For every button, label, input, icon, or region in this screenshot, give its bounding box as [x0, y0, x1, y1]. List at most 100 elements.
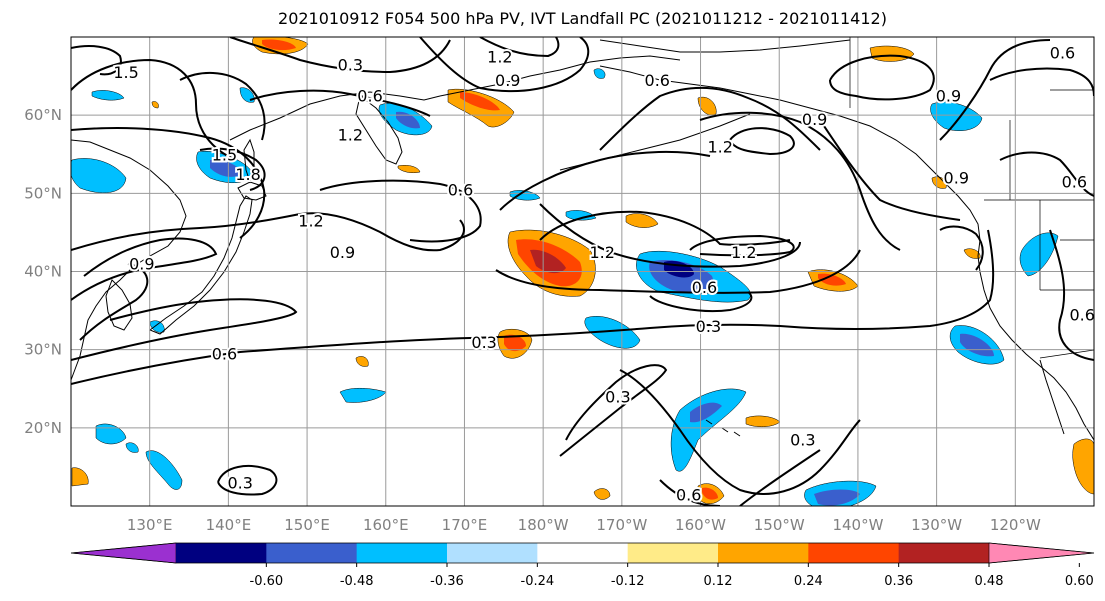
- latitude-tick-label: 60°N: [24, 106, 62, 124]
- longitude-tick-label: 120°W: [990, 516, 1041, 534]
- coastlines: [71, 39, 1094, 441]
- pv-contour-label: 0.6: [212, 345, 237, 364]
- pv-contour: [229, 37, 451, 74]
- pv-contour-label: 0.3: [605, 388, 630, 407]
- colorbar-segment: [808, 543, 900, 563]
- colorbar-segment: [537, 543, 629, 563]
- colorbar-outline: [70, 542, 1095, 564]
- pv-contour: [939, 225, 984, 271]
- positive-ivt-patch: [593, 488, 611, 500]
- colorbar-tick-label: 0.24: [794, 574, 823, 589]
- pv-contour: [199, 147, 266, 191]
- positive-ivt-patch: [818, 273, 846, 286]
- kamchatka-coastline: [355, 95, 403, 165]
- pv-contour-label: 0.9: [802, 110, 827, 129]
- colorbar-tick-label: 0.12: [704, 574, 733, 589]
- colorbar-segment: [266, 543, 358, 563]
- colorbar-segment: [356, 543, 448, 563]
- longitude-tick-label: 140°W: [832, 516, 883, 534]
- pv-contour-label: 0.6: [1062, 173, 1087, 192]
- pv-contour: [71, 229, 995, 385]
- latitude-tick-label: 50°N: [24, 184, 62, 202]
- pv-contour: [539, 210, 791, 246]
- positive-ivt-patch: [151, 101, 159, 109]
- pv-contour-label: 0.6: [645, 71, 670, 90]
- pv-contour: [71, 45, 122, 76]
- colorbar-segment: [898, 543, 990, 563]
- pv-contour: [71, 212, 465, 252]
- negative-ivt-patch: [149, 320, 165, 333]
- pv-contour: [559, 364, 668, 457]
- colorbar-extend-high: [988, 542, 1095, 564]
- pv-contour: [79, 263, 149, 341]
- pv-contour-label: 0.3: [696, 317, 721, 336]
- pv-contour-label: 1.2: [338, 126, 363, 145]
- pv-contour-label: 1.8: [235, 165, 260, 184]
- longitude-tick-label: 140°E: [206, 516, 252, 534]
- colorbar-tick-label: -0.24: [521, 574, 555, 589]
- colorbar-tick-label: -0.48: [340, 574, 374, 589]
- positive-ivt-patch: [1072, 438, 1094, 495]
- positive-ivt-patch: [963, 248, 981, 259]
- longitude-tick-label: 150°E: [284, 516, 330, 534]
- pv-contour-label: 1.2: [589, 243, 614, 262]
- colorbar-tick-label: 0.48: [975, 574, 1004, 589]
- pv-contour: [71, 298, 298, 361]
- pv-contour-label: 0.3: [471, 333, 496, 352]
- pv-contours: [71, 37, 1094, 506]
- negative-ivt-patch: [339, 388, 387, 403]
- us-state-borders: [1039, 200, 1094, 291]
- colorbar-segment: [447, 543, 538, 563]
- positive-ivt-patch: [460, 92, 500, 111]
- longitude-tick-label: 130°W: [911, 516, 962, 534]
- sakhalin-coastline: [243, 138, 255, 184]
- pv-contour: [479, 37, 560, 58]
- pv-contour-label: 1.2: [731, 243, 756, 262]
- hawaii-islands: [705, 419, 741, 437]
- pv-contour-label: 0.9: [495, 71, 520, 90]
- positive-ivt-patch: [702, 487, 718, 500]
- pv-contour: [249, 89, 431, 117]
- positive-ivt-patch: [397, 165, 421, 174]
- negative-ivt-patch: [125, 442, 139, 453]
- pv-contour: [939, 39, 1051, 141]
- japan-coastline: [148, 195, 253, 335]
- pv-contour: [419, 37, 590, 93]
- korea-coastline: [105, 279, 133, 331]
- pv-contour: [829, 54, 935, 101]
- alaska-coastline: [599, 65, 1094, 441]
- baja-coastline: [1039, 359, 1065, 435]
- negative-ivt-patch: [95, 423, 127, 445]
- positive-ivt-patch: [869, 45, 915, 62]
- positive-ivt-patch: [447, 88, 515, 128]
- colorbar-segment: [627, 543, 719, 563]
- pv-contour: [649, 291, 753, 313]
- pv-contour: [217, 465, 278, 496]
- pv-contour-label: 0.6: [676, 485, 701, 504]
- negative-ivt-patch: [71, 158, 127, 194]
- positive-ivt-patch: [530, 249, 566, 274]
- pv-contour: [989, 67, 1094, 97]
- negative-ivt-patch: [930, 101, 983, 131]
- negative-ivt-patch: [690, 402, 722, 423]
- pv-contour: [699, 111, 901, 251]
- positive-ivt-patch: [745, 415, 781, 427]
- colorbar: -0.60 -0.48 -0.36 -0.24 -0.12 0.12 0.24 0.36 0.4…: [70, 542, 1095, 589]
- pv-contour: [1049, 229, 1094, 361]
- pv-contour-label: 1.2: [487, 48, 512, 67]
- pv-contour: [819, 119, 961, 221]
- positive-ivt-patch: [504, 334, 526, 352]
- positive-ivt-patch: [71, 467, 89, 487]
- longitude-tick-label: 170°E: [442, 516, 488, 534]
- longitude-tick-label: 160°E: [363, 516, 409, 534]
- longitude-tick-label: 130°E: [127, 516, 173, 534]
- pv-contour: [71, 58, 237, 161]
- pv-contour: [539, 203, 801, 268]
- positive-ivt-patch: [355, 356, 369, 367]
- pv-contour-label: 0.9: [129, 255, 154, 274]
- negative-ivt-patch: [91, 90, 125, 101]
- pv-contour: [71, 127, 266, 239]
- negative-ivt-patch: [1019, 232, 1059, 277]
- alaska-north: [599, 39, 851, 53]
